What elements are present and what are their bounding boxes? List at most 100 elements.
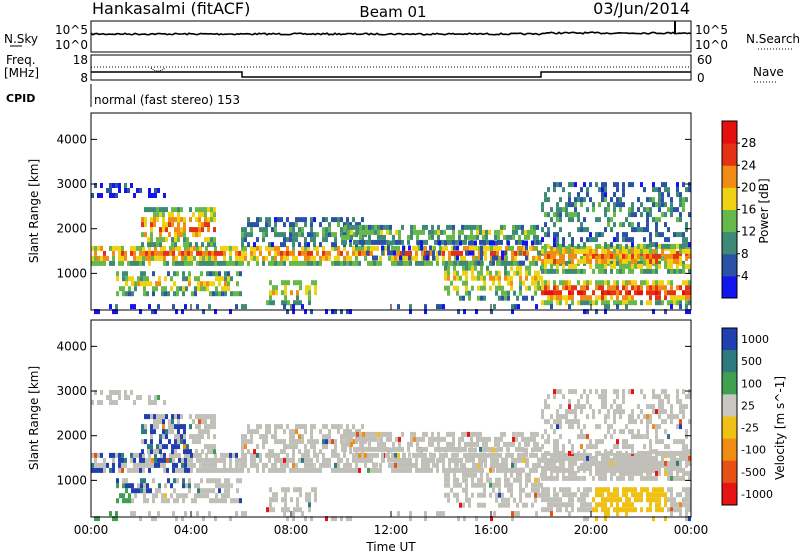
power-cell bbox=[616, 295, 619, 301]
velocity-cell bbox=[525, 447, 528, 453]
velocity-cell bbox=[536, 441, 539, 447]
velocity-cell bbox=[292, 434, 295, 440]
velocity-cell bbox=[461, 431, 464, 437]
power-cell bbox=[292, 304, 295, 310]
velocity-cell bbox=[580, 475, 583, 481]
velocity-cell bbox=[531, 487, 534, 493]
power-cell bbox=[536, 239, 539, 245]
velocity-cell bbox=[182, 498, 185, 504]
velocity-cell bbox=[346, 467, 349, 473]
velocity-cbar-tick-label: 1000 bbox=[741, 333, 769, 346]
velocity-cell bbox=[280, 457, 283, 463]
velocity-cell bbox=[198, 439, 201, 445]
power-cell bbox=[265, 222, 268, 228]
velocity-cell bbox=[595, 492, 598, 498]
velocity-cell bbox=[94, 452, 97, 458]
power-cell bbox=[118, 245, 121, 251]
velocity-cell bbox=[541, 475, 544, 481]
power-cell bbox=[227, 271, 230, 277]
power-cell bbox=[512, 234, 515, 240]
velocity-cell bbox=[430, 457, 433, 463]
power-cell bbox=[442, 250, 445, 256]
velocity-cell bbox=[493, 511, 496, 517]
power-cell bbox=[316, 245, 319, 251]
power-cell bbox=[241, 260, 244, 266]
power-cell bbox=[559, 300, 562, 306]
velocity-cell bbox=[196, 467, 199, 473]
power-cell bbox=[607, 280, 610, 286]
power-cell bbox=[157, 250, 160, 256]
power-cell bbox=[340, 217, 343, 223]
power-cell bbox=[679, 197, 682, 203]
power-cell bbox=[504, 250, 507, 256]
velocity-cell bbox=[224, 488, 227, 494]
velocity-cell bbox=[452, 446, 455, 452]
velocity-cell bbox=[139, 462, 142, 468]
power-cell bbox=[161, 286, 164, 292]
power-cell bbox=[241, 232, 244, 238]
power-cell bbox=[613, 280, 616, 286]
velocity-cell bbox=[304, 516, 307, 522]
power-cell bbox=[667, 237, 670, 243]
velocity-cell bbox=[688, 487, 691, 493]
velocity-cell bbox=[586, 465, 589, 471]
velocity-cell bbox=[610, 467, 613, 473]
power-cell bbox=[661, 212, 664, 218]
velocity-cell bbox=[568, 439, 571, 445]
power-cell bbox=[622, 253, 625, 259]
velocity-cell bbox=[661, 487, 664, 493]
velocity-cell bbox=[207, 429, 210, 435]
power-cell bbox=[622, 248, 625, 254]
velocity-cell bbox=[565, 502, 568, 508]
power-cell bbox=[376, 260, 379, 266]
velocity-cell bbox=[664, 394, 667, 400]
velocity-cell bbox=[308, 502, 311, 508]
power-cell bbox=[328, 250, 331, 256]
velocity-cell bbox=[622, 399, 625, 405]
power-cell bbox=[305, 285, 308, 291]
velocity-cell bbox=[583, 455, 586, 461]
velocity-cell bbox=[480, 492, 483, 498]
velocity-cell bbox=[387, 452, 390, 458]
velocity-cell bbox=[589, 404, 592, 410]
velocity-cell bbox=[688, 502, 691, 508]
power-cell bbox=[607, 207, 610, 213]
velocity-cell bbox=[537, 487, 540, 493]
velocity-cell bbox=[250, 439, 253, 445]
power-cell bbox=[429, 245, 432, 251]
power-cell bbox=[682, 290, 685, 296]
velocity-cell bbox=[493, 457, 496, 463]
power-cell bbox=[607, 243, 610, 249]
power-cell bbox=[577, 248, 580, 254]
power-cell bbox=[446, 234, 449, 240]
power-cell bbox=[298, 250, 301, 256]
velocity-cell bbox=[156, 424, 159, 430]
velocity-cell bbox=[583, 497, 586, 503]
power-cell bbox=[275, 290, 278, 296]
power-cell bbox=[328, 222, 331, 228]
power-cell bbox=[468, 295, 471, 301]
frequency-blip bbox=[150, 67, 166, 72]
power-cell bbox=[229, 255, 232, 261]
velocity-cell bbox=[397, 467, 400, 473]
power-cell bbox=[547, 280, 550, 286]
power-cell bbox=[217, 260, 220, 266]
velocity-cell bbox=[286, 452, 289, 458]
power-cell bbox=[471, 260, 474, 266]
power-cell bbox=[568, 232, 571, 238]
velocity-cell bbox=[125, 498, 128, 504]
velocity-cell bbox=[420, 447, 423, 453]
velocity-cell bbox=[610, 502, 613, 508]
power-cell bbox=[485, 229, 488, 235]
velocity-cell bbox=[625, 455, 628, 461]
velocity-cell bbox=[534, 477, 537, 483]
velocity-cell bbox=[391, 467, 394, 473]
power-cell bbox=[510, 265, 513, 271]
power-cell bbox=[533, 229, 536, 235]
velocity-cell bbox=[301, 424, 304, 430]
velocity-cell bbox=[106, 395, 109, 400]
power-cell bbox=[172, 250, 175, 256]
power-cell bbox=[181, 309, 184, 315]
velocity-cell bbox=[204, 414, 207, 420]
power-cell bbox=[458, 234, 461, 240]
